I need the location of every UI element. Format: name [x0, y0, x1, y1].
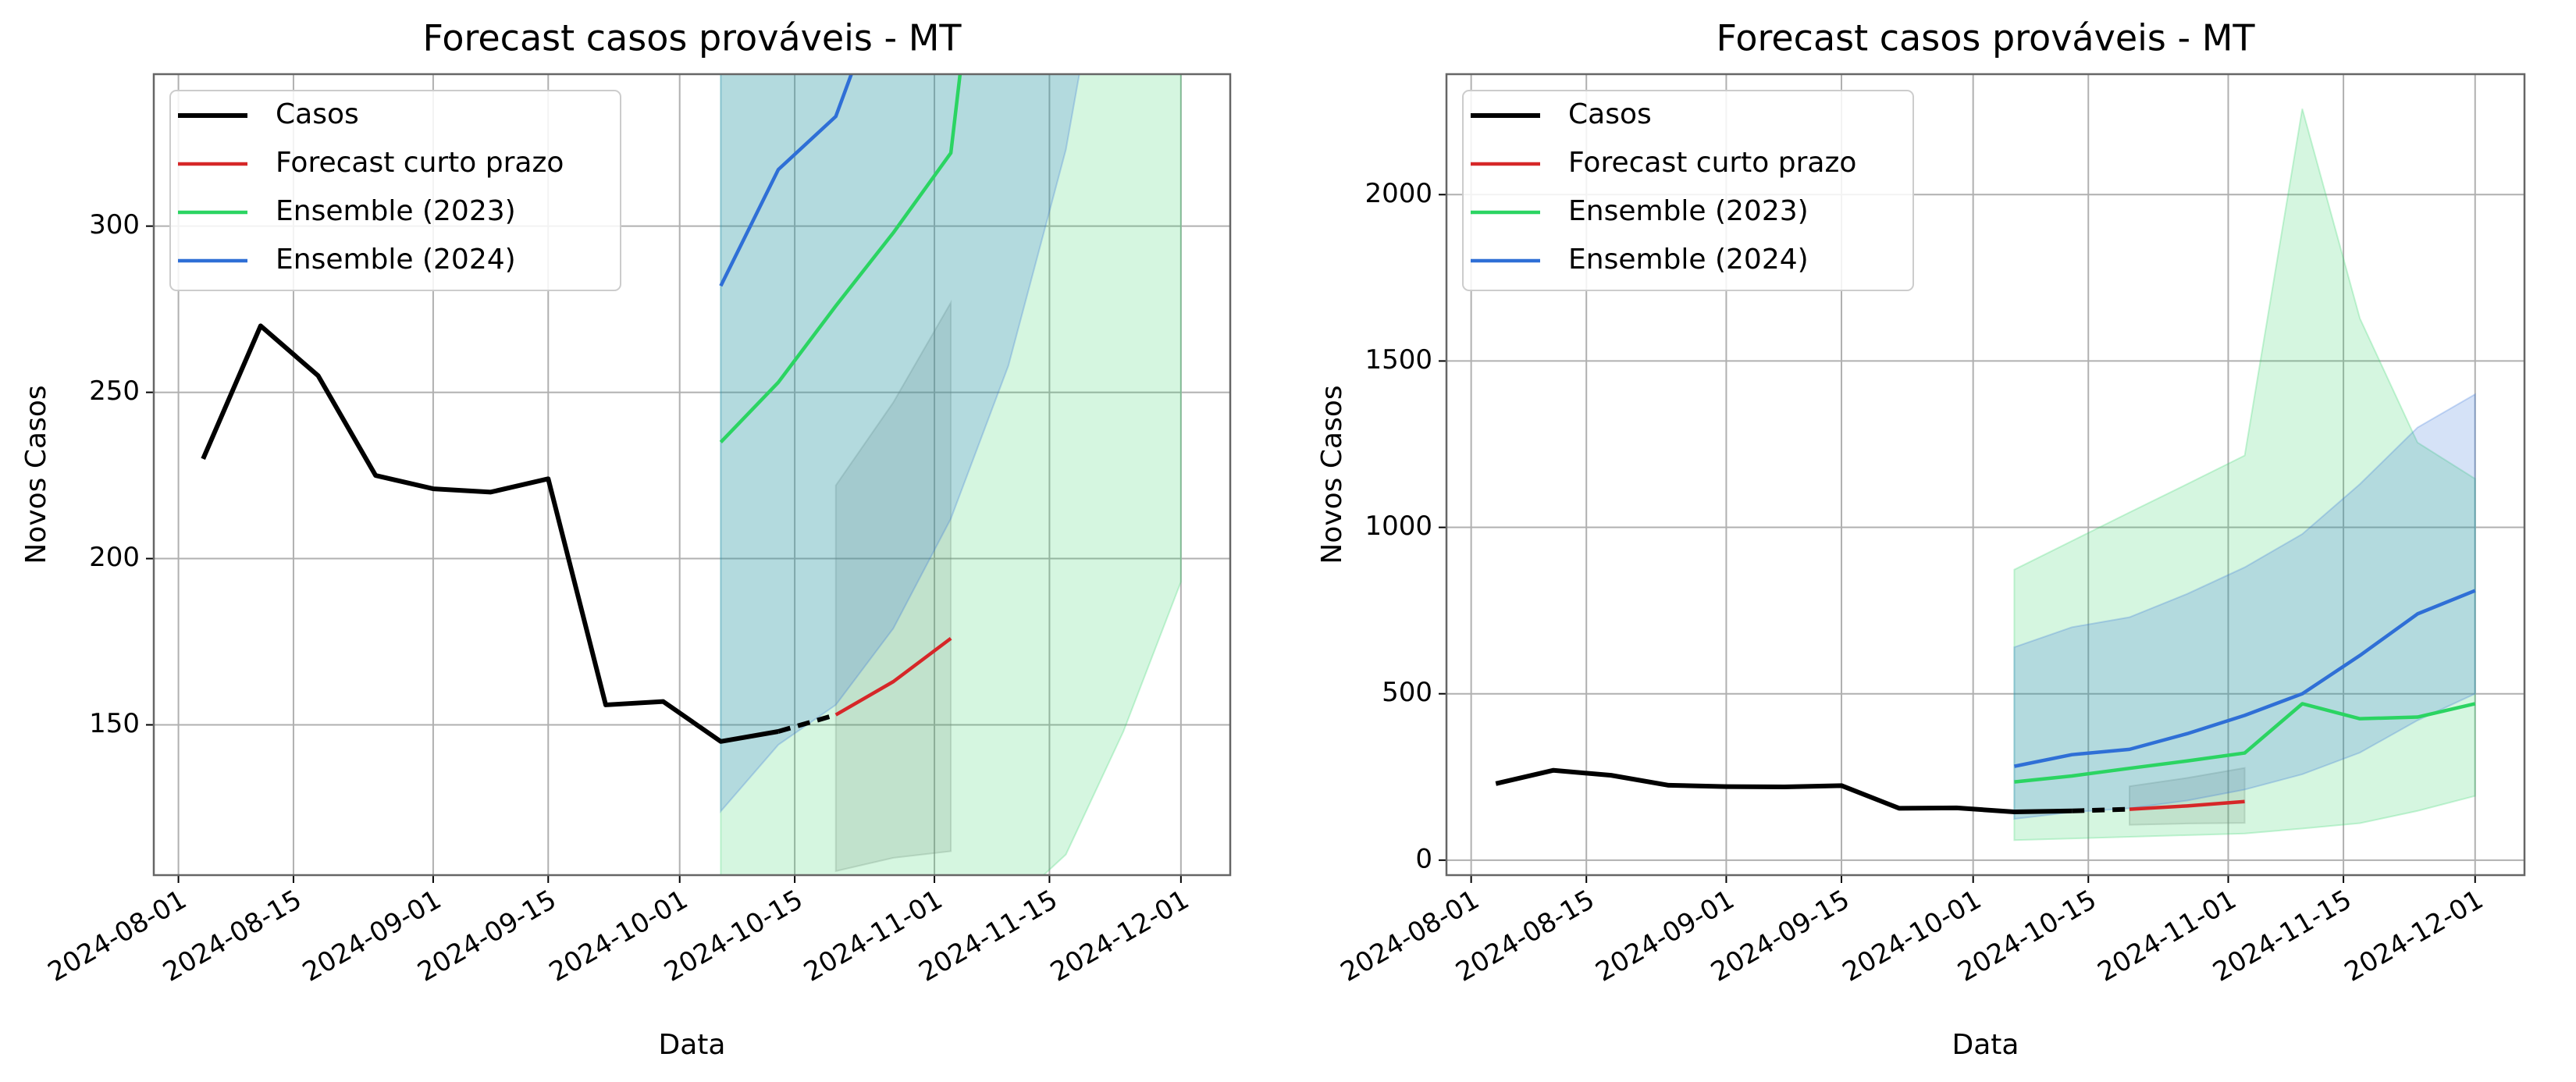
y-tick-label: 1000	[1364, 511, 1432, 542]
legend-label: Casos	[276, 98, 359, 130]
x-axis-label: Data	[1952, 1029, 2019, 1061]
subplot: Forecast casos prováveis - MT2024-08-012…	[1316, 17, 2526, 1061]
y-tick-label: 200	[89, 542, 140, 573]
y-tick-label: 150	[89, 708, 140, 739]
y-axis-label: Novos Casos	[1316, 385, 1348, 564]
legend-label: Forecast curto prazo	[1568, 147, 1856, 179]
legend-label: Forecast curto prazo	[276, 147, 564, 179]
band	[2128, 767, 2246, 826]
band	[720, 74, 1080, 813]
y-tick-label: 300	[89, 209, 140, 240]
plot-area	[201, 74, 1182, 875]
y-tick-label: 1500	[1364, 344, 1432, 375]
band	[834, 299, 952, 873]
axes-frame	[152, 73, 1232, 877]
y-tick-label: 2000	[1364, 178, 1432, 209]
chart-title: Forecast casos prováveis - MT	[1717, 17, 2256, 59]
x-tick-label: 2024-12-01	[1045, 884, 1194, 988]
plot-area	[1495, 109, 2476, 842]
connector	[777, 712, 837, 734]
y-axis-label: Novos Casos	[20, 385, 52, 564]
series-line	[1495, 767, 2073, 815]
x-tick-label: 2024-12-01	[2339, 884, 2489, 988]
y-tick-label: 500	[1382, 677, 1432, 708]
legend-box	[169, 90, 621, 291]
series-line	[2014, 702, 2476, 784]
axes-frame	[1445, 73, 2526, 877]
legend-label: Casos	[1568, 98, 1652, 130]
connector	[2072, 806, 2130, 813]
legend-label: Ensemble (2023)	[276, 195, 516, 227]
y-tick-label: 0	[1415, 843, 1432, 874]
series-line	[719, 74, 854, 287]
series-line	[201, 323, 779, 744]
series-line	[834, 636, 952, 717]
subplot: Forecast casos prováveis - MT2024-08-012…	[20, 17, 1232, 1061]
legend-label: Ensemble (2024)	[1568, 244, 1809, 276]
legend-label: Ensemble (2023)	[1568, 195, 1809, 227]
legend-box	[1462, 90, 1914, 291]
series-line	[2129, 799, 2245, 811]
band	[720, 74, 1182, 875]
x-axis-label: Data	[659, 1029, 726, 1061]
y-tick-label: 250	[89, 375, 140, 407]
chart-title: Forecast casos prováveis - MT	[423, 17, 962, 59]
series-line	[2013, 589, 2476, 768]
series-line	[719, 74, 962, 444]
legend-label: Ensemble (2024)	[276, 244, 516, 276]
